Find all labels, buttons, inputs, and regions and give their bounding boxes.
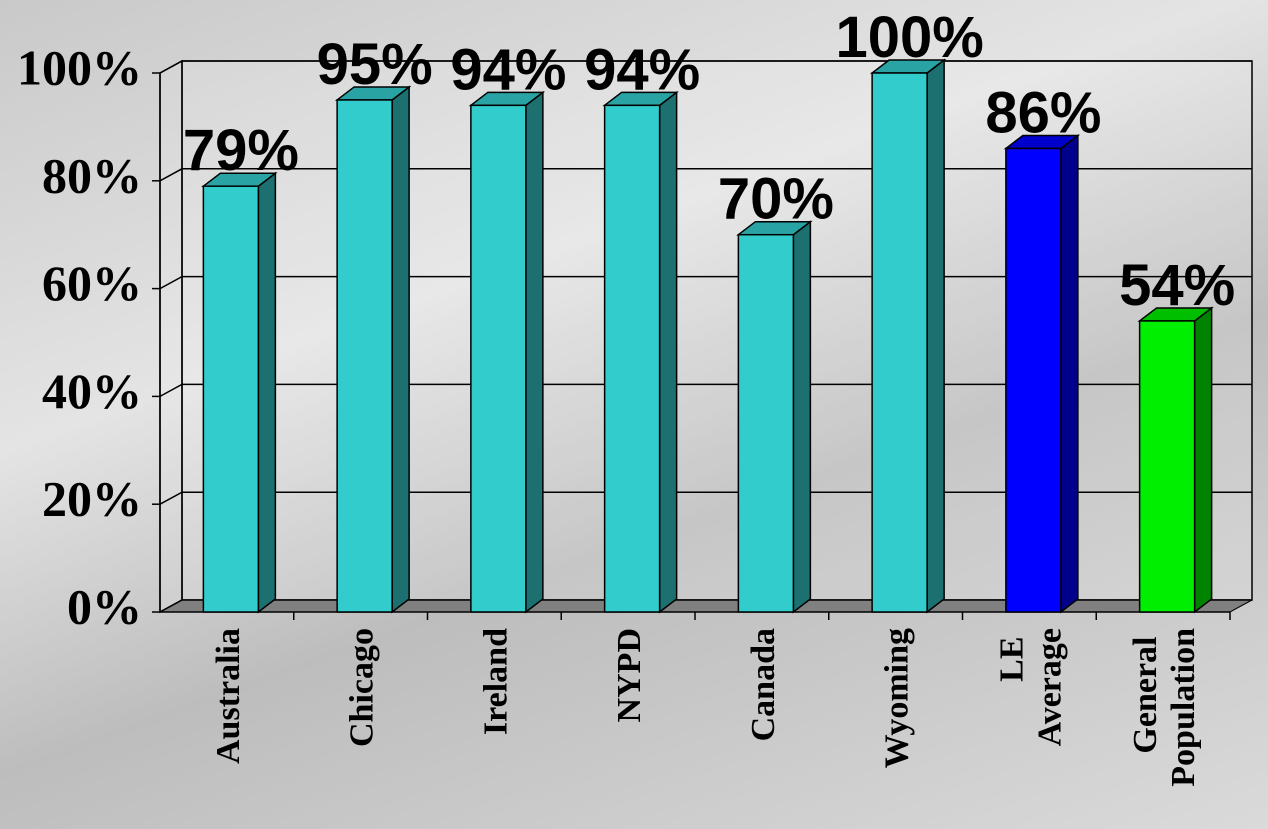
value-label: 54% xyxy=(1119,253,1235,318)
bar xyxy=(737,233,795,613)
bar-side xyxy=(391,85,410,614)
y-tick-label: 20% xyxy=(42,471,142,527)
value-label: 95% xyxy=(317,32,433,97)
x-tick-label: Chicago xyxy=(344,628,381,747)
x-tick-label: LE Average xyxy=(993,628,1068,746)
floor xyxy=(159,599,1253,613)
bar xyxy=(1138,320,1196,613)
bar-side xyxy=(257,171,277,614)
value-label: 86% xyxy=(985,80,1101,145)
y-tick-label: 0% xyxy=(67,578,142,634)
y-tick-label: 100% xyxy=(17,39,142,95)
value-label: 94% xyxy=(450,37,566,102)
x-tick-label: NYPD xyxy=(611,628,648,722)
value-label: 70% xyxy=(718,167,834,232)
x-tick-label: Australia xyxy=(210,628,247,764)
bar-side xyxy=(525,90,544,614)
bar-side xyxy=(658,90,678,614)
bar xyxy=(470,104,527,613)
value-label: 100% xyxy=(835,5,983,70)
bar xyxy=(202,185,260,613)
y-tick-label: 40% xyxy=(42,363,142,419)
bar xyxy=(336,99,393,613)
bar-side xyxy=(1060,133,1079,614)
value-label: 79% xyxy=(183,118,299,183)
x-tick-label: Ireland xyxy=(477,628,514,735)
value-label: 94% xyxy=(584,37,700,102)
bar xyxy=(1005,147,1062,613)
x-tick-label: Wyoming xyxy=(879,628,916,768)
y-tick-label: 80% xyxy=(42,147,142,203)
bar-side xyxy=(792,220,812,614)
bar xyxy=(603,104,661,613)
x-tick-label: General Population xyxy=(1127,628,1202,787)
bar xyxy=(871,72,928,613)
bar-side xyxy=(926,58,945,614)
y-tick-label: 60% xyxy=(42,255,142,311)
bar-side xyxy=(1193,306,1213,614)
side-wall xyxy=(159,59,183,614)
x-tick-label: Canada xyxy=(745,628,782,741)
